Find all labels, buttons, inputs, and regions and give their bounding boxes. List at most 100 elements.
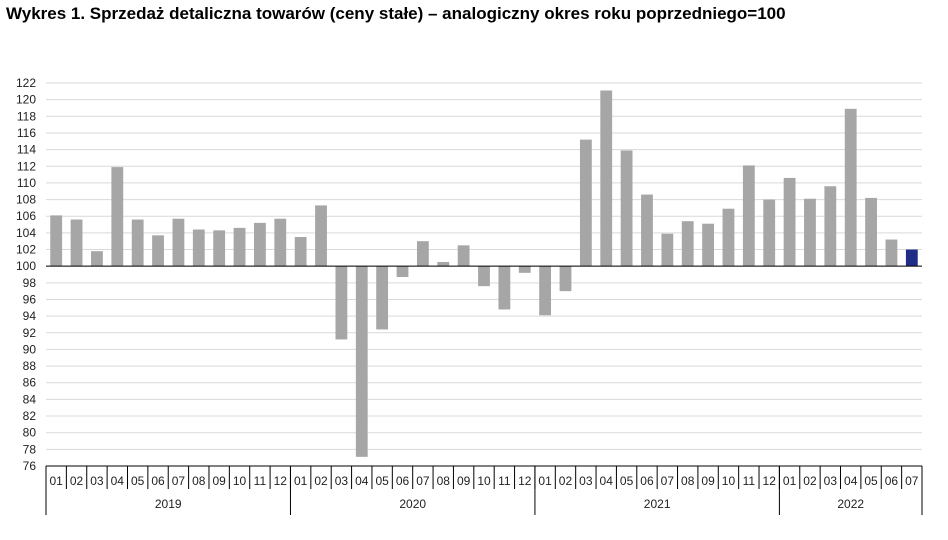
month-label: 10 (722, 474, 736, 488)
bar (742, 165, 755, 267)
year-label: 2022 (837, 497, 864, 511)
month-label: 11 (743, 474, 756, 488)
bar (783, 177, 796, 267)
bar (620, 150, 633, 267)
bar (457, 245, 470, 267)
bar (681, 221, 694, 267)
bar (539, 266, 552, 316)
bar (213, 230, 226, 267)
bar (865, 197, 877, 267)
month-label: 09 (701, 474, 715, 488)
month-label: 08 (437, 474, 451, 488)
bar (233, 227, 246, 267)
y-tick-label: 110 (17, 176, 36, 190)
bar (294, 237, 307, 267)
y-tick-label: 94 (23, 309, 37, 323)
month-label: 07 (661, 474, 675, 488)
bar (844, 108, 857, 267)
y-tick-label: 80 (23, 426, 37, 440)
month-label: 09 (212, 474, 226, 488)
bar (192, 229, 205, 267)
y-tick-label: 82 (23, 409, 37, 423)
month-label: 05 (375, 474, 389, 488)
month-label: 02 (314, 474, 328, 488)
bars (50, 90, 918, 457)
bar (641, 194, 653, 267)
month-label: 03 (579, 474, 593, 488)
y-tick-label: 90 (23, 342, 37, 356)
y-tick-label: 108 (16, 193, 36, 207)
y-tick-label: 122 (16, 76, 36, 90)
month-label: 11 (498, 474, 511, 488)
month-label: 06 (151, 474, 165, 488)
month-label: 10 (477, 474, 491, 488)
y-tick-label: 98 (23, 276, 37, 290)
month-label: 01 (50, 474, 64, 488)
month-label: 01 (294, 474, 308, 488)
bar (437, 262, 450, 267)
bar (661, 233, 674, 267)
axes (45, 265, 923, 515)
bar (824, 186, 837, 267)
bar (376, 266, 389, 330)
year-label: 2019 (155, 497, 182, 511)
bar (172, 218, 185, 267)
month-label: 03 (824, 474, 838, 488)
month-label: 08 (681, 474, 695, 488)
month-label: 05 (620, 474, 634, 488)
bar (355, 266, 368, 457)
bar (253, 222, 266, 267)
bar (498, 266, 511, 310)
labels: 1221201181161141121101081061041021009896… (16, 76, 919, 511)
month-label: 07 (905, 474, 919, 488)
bar (600, 90, 613, 267)
bar (702, 223, 715, 267)
month-label: 07 (416, 474, 430, 488)
y-tick-label: 106 (16, 209, 36, 223)
bar (416, 241, 429, 267)
y-tick-label: 92 (23, 326, 37, 340)
month-label: 05 (864, 474, 878, 488)
month-label: 12 (763, 474, 777, 488)
bar (396, 266, 409, 277)
bar (70, 219, 83, 267)
y-tick-label: 120 (16, 93, 36, 107)
month-label: 06 (396, 474, 410, 488)
bar (579, 139, 592, 267)
y-tick-label: 116 (17, 126, 36, 140)
month-label: 06 (885, 474, 899, 488)
bar (91, 251, 103, 267)
bar (335, 266, 348, 340)
month-label: 02 (559, 474, 573, 488)
bar (315, 205, 327, 267)
month-label: 04 (355, 474, 369, 488)
month-label: 02 (70, 474, 84, 488)
month-label: 07 (172, 474, 186, 488)
month-label: 01 (538, 474, 552, 488)
month-label: 03 (335, 474, 349, 488)
bar (111, 167, 124, 267)
month-label: 05 (131, 474, 145, 488)
y-tick-label: 118 (17, 109, 36, 123)
month-label: 11 (254, 474, 267, 488)
bar (885, 239, 898, 267)
y-tick-label: 112 (17, 159, 36, 173)
bar (559, 266, 572, 292)
bar (131, 219, 144, 267)
month-label: 04 (844, 474, 858, 488)
y-tick-label: 102 (16, 243, 36, 257)
year-label: 2021 (644, 497, 671, 511)
bar-highlighted (905, 249, 918, 267)
bar (804, 198, 816, 267)
y-tick-label: 96 (23, 292, 37, 306)
bar (274, 218, 287, 267)
month-label: 06 (640, 474, 654, 488)
bar (763, 199, 776, 267)
chart-title: Wykres 1. Sprzedaż detaliczna towarów (c… (6, 4, 786, 23)
y-tick-label: 100 (16, 259, 36, 273)
month-label: 10 (233, 474, 247, 488)
y-tick-label: 76 (23, 459, 37, 473)
y-tick-label: 78 (23, 442, 37, 456)
month-label: 12 (518, 474, 532, 488)
